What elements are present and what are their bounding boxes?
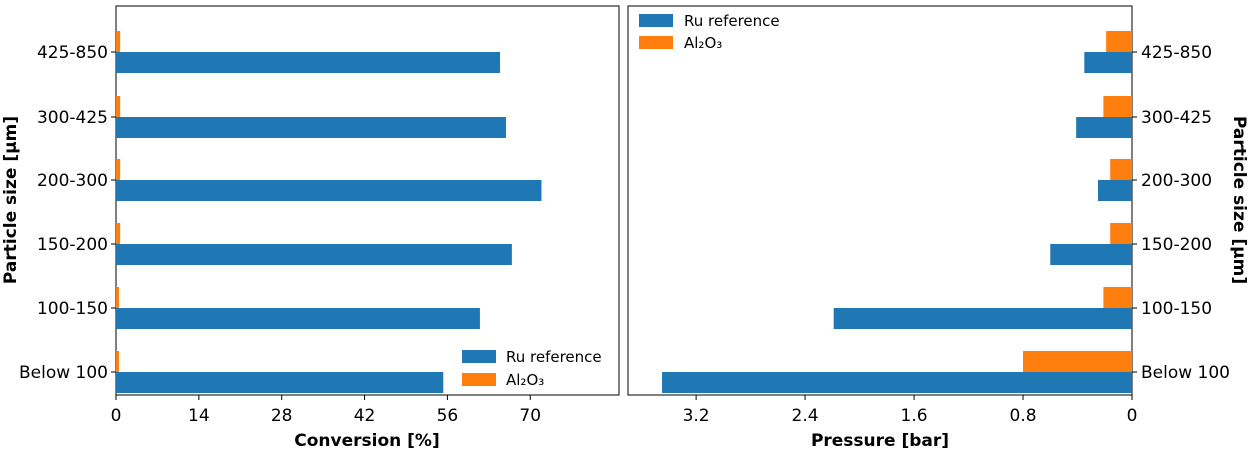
- ytick-label-right-300-425: 300-425: [1141, 108, 1212, 128]
- ytick-label-right-100-150: 100-150: [1141, 299, 1212, 319]
- xtick-label-right-1-6: 1.6: [901, 406, 928, 426]
- y-axis-label-right: Particle size [μm]: [1229, 116, 1249, 284]
- xtick-label-right-3-2: 3.2: [683, 406, 710, 426]
- bar-left-al2o3-below-100: [116, 351, 119, 372]
- bar-right-ru-150-200: [1050, 244, 1132, 265]
- ytick-label-right-200-300: 200-300: [1141, 171, 1212, 191]
- bar-left-ru-below-100: [116, 372, 444, 393]
- bar-left-al2o3-200-300: [116, 159, 121, 180]
- ytick-label-left-300-425: 300-425: [37, 108, 108, 128]
- legend-right-label-ru: Ru reference: [684, 12, 780, 30]
- bar-right-ru-200-300: [1097, 180, 1132, 201]
- y-ticks-left: Below 100 100-150 150-200 200-300 300-425 425…: [19, 43, 116, 383]
- y-ticks-right: Below 100 100-150 150-200 200-300 300-425 425…: [1132, 43, 1230, 383]
- x-axis-label-left: Conversion [%]: [294, 431, 439, 451]
- xtick-label-left-28: 28: [271, 406, 293, 426]
- legend-left-label-al2o3: Al₂O₃: [506, 371, 544, 389]
- bars-left: [116, 31, 542, 393]
- ytick-label-right-below-100: Below 100: [1141, 363, 1230, 383]
- y-axis-label-left: Particle size [μm]: [1, 116, 21, 284]
- bar-left-ru-425-850: [116, 52, 501, 73]
- legend-left-swatch-ru: [462, 350, 496, 363]
- bar-left-ru-300-425: [116, 117, 506, 138]
- bar-right-al2o3-300-425: [1103, 96, 1132, 117]
- legend-right: Ru reference Al₂O₃: [639, 12, 780, 52]
- legend-left: Ru reference Al₂O₃: [456, 340, 616, 390]
- xtick-label-right-2-4: 2.4: [792, 406, 819, 426]
- legend-left-swatch-al2o3: [462, 373, 496, 386]
- legend-right-label-al2o3: Al₂O₃: [684, 34, 722, 52]
- xtick-label-left-70: 70: [519, 406, 541, 426]
- plot-frame-right: [627, 5, 1133, 396]
- legend-right-swatch-al2o3: [639, 36, 673, 49]
- bar-left-ru-200-300: [116, 180, 542, 201]
- xtick-label-left-0: 0: [111, 406, 122, 426]
- bar-left-al2o3-300-425: [116, 96, 121, 117]
- xtick-label-left-14: 14: [188, 406, 210, 426]
- xtick-label-right-0-8: 0.8: [1010, 406, 1037, 426]
- bar-left-ru-150-200: [116, 244, 512, 265]
- ytick-label-right-425-850: 425-850: [1141, 43, 1212, 63]
- xtick-label-left-56: 56: [437, 406, 459, 426]
- bar-right-al2o3-200-300: [1110, 159, 1132, 180]
- bar-left-al2o3-150-200: [116, 223, 121, 244]
- ytick-label-left-below-100: Below 100: [19, 363, 108, 383]
- ytick-label-left-150-200: 150-200: [37, 235, 108, 255]
- bar-left-al2o3-425-850: [116, 31, 121, 52]
- legend-right-swatch-ru: [639, 14, 673, 27]
- bars-right: [662, 31, 1132, 393]
- bar-right-al2o3-425-850: [1106, 31, 1132, 52]
- bar-right-ru-100-150: [833, 308, 1132, 329]
- xtick-label-left-42: 42: [354, 406, 376, 426]
- ytick-label-left-200-300: 200-300: [37, 171, 108, 191]
- x-ticks-left: 0 14 28 42 56 70: [111, 395, 541, 426]
- ytick-label-right-150-200: 150-200: [1141, 235, 1212, 255]
- bar-right-ru-below-100: [662, 372, 1132, 393]
- legend-left-label-ru: Ru reference: [506, 348, 602, 366]
- bar-right-al2o3-100-150: [1103, 287, 1132, 308]
- x-ticks-right: 3.2 2.4 1.6 0.8 0: [683, 395, 1138, 426]
- bar-right-al2o3-below-100: [1023, 351, 1132, 372]
- x-axis-label-right: Pressure [bar]: [811, 431, 949, 451]
- bar-right-ru-425-850: [1084, 52, 1132, 73]
- bar-right-ru-300-425: [1076, 117, 1132, 138]
- bar-left-ru-100-150: [116, 308, 480, 329]
- bar-left-al2o3-100-150: [116, 287, 119, 308]
- chart-pressure: Below 100 100-150 150-200 200-300 300-425 425…: [627, 5, 1249, 451]
- ytick-label-left-100-150: 100-150: [37, 299, 108, 319]
- chart-conversion: Below 100100-150150-200200-300300-425425…: [1, 5, 620, 451]
- ytick-label-left-425-850: 425-850: [37, 43, 108, 63]
- xtick-label-right-0: 0: [1127, 406, 1138, 426]
- bar-right-al2o3-150-200: [1110, 223, 1132, 244]
